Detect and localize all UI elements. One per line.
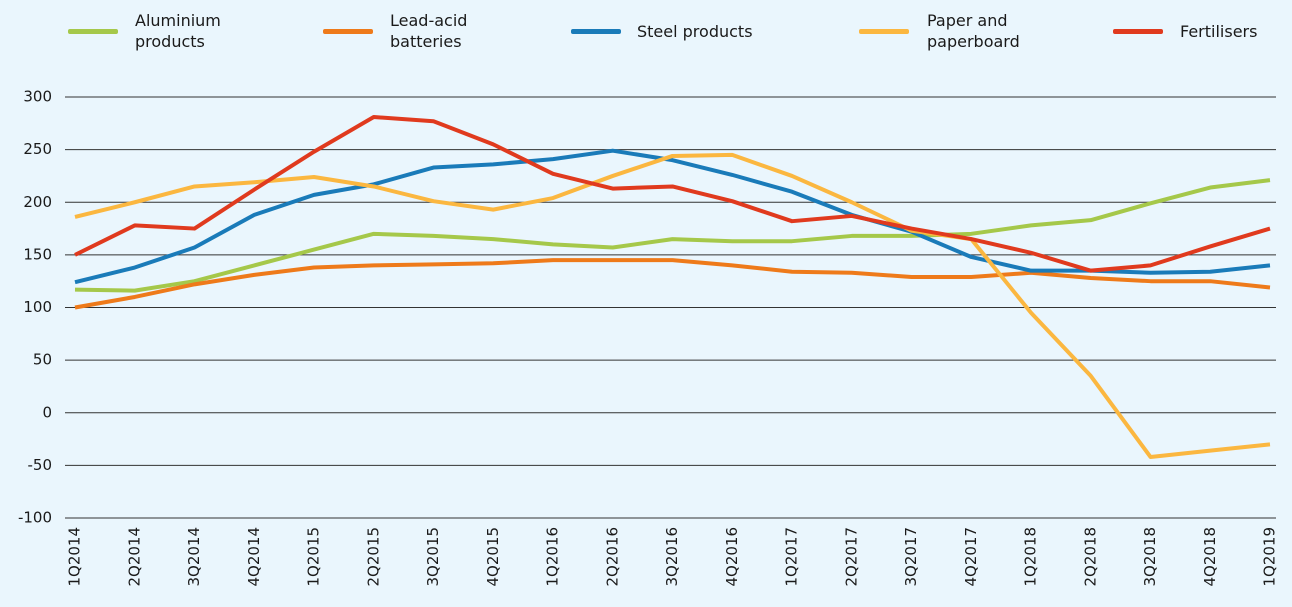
x-tick-label: 1Q2019 [1261,527,1279,587]
legend-swatch [68,29,118,34]
x-tick-label: 3Q2018 [1141,527,1159,587]
y-tick-label: 200 [23,193,52,211]
y-tick-label: 50 [33,351,52,369]
x-tick-label: 3Q2014 [185,527,203,587]
legend-swatch [571,29,621,34]
y-tick-label: 150 [23,245,52,263]
legend-label: Lead-acid batteries [390,11,468,51]
x-tick-label: 1Q2015 [305,527,323,587]
x-tick-label: 2Q2015 [364,527,382,587]
legend-swatch [323,29,373,34]
legend-label: Steel products [637,22,753,41]
x-tick-label: 3Q2017 [902,527,920,587]
y-tick-label: -100 [18,509,52,527]
series-line [74,114,1271,273]
series-line [74,178,1271,293]
legend-label: Aluminium products [135,11,221,51]
y-tick-label: -50 [28,456,53,474]
x-tick-label: 2Q2014 [125,527,143,587]
series-line [74,258,1271,310]
y-tick-label: 0 [42,403,52,421]
series-line [74,148,1271,285]
series-line [74,152,1271,459]
x-tick-label: 3Q2015 [424,527,442,587]
x-tick-label: 4Q2017 [962,527,980,587]
y-tick-label: 300 [23,88,52,106]
x-tick-label: 1Q2018 [1022,527,1040,587]
x-tick-label: 2Q2016 [603,527,621,587]
legend-swatch [859,29,909,34]
x-tick-label: 4Q2016 [723,527,741,587]
x-tick-label: 2Q2018 [1081,527,1099,587]
x-tick-label: 1Q2016 [544,527,562,587]
x-tick-label: 4Q2018 [1201,527,1219,587]
x-tick-label: 2Q2017 [842,527,860,587]
legend-label: Paper and paperboard [927,11,1020,51]
y-tick-label: 100 [23,298,52,316]
x-tick-label: 4Q2015 [484,527,502,587]
legend-swatch [1113,29,1163,34]
y-tick-label: 250 [23,140,52,158]
x-tick-label: 1Q2017 [783,527,801,587]
x-tick-label: 4Q2014 [245,527,263,587]
x-tick-label: 1Q2014 [66,527,84,587]
legend-label: Fertilisers [1180,22,1258,41]
x-tick-label: 3Q2016 [663,527,681,587]
